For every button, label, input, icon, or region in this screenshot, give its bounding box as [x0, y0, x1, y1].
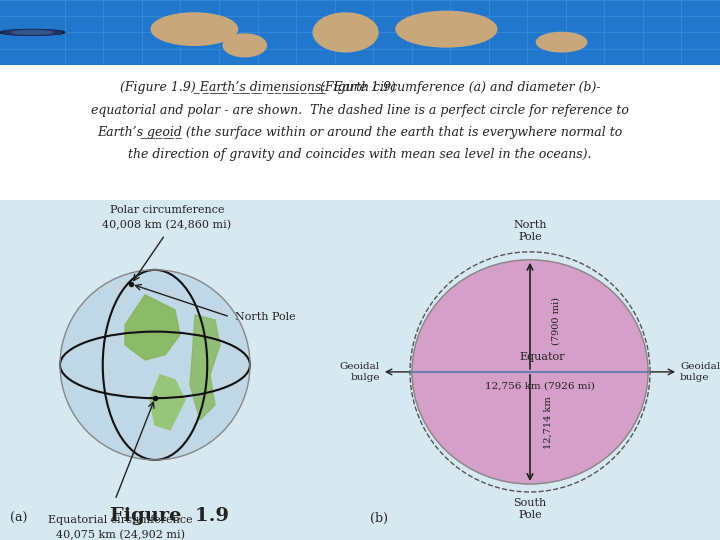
Circle shape	[60, 270, 250, 460]
Text: 12,714 km: 12,714 km	[544, 396, 553, 449]
Circle shape	[12, 31, 53, 34]
Polygon shape	[125, 295, 180, 360]
Text: (Figure 1.9) ̲E̲a̲r̲t̲h’̲s̲ ̲d̲i̲m̲e̲n̲s̲i̲o̲n̲s̲:̲  Earth circumference (a) and: (Figure 1.9) ̲E̲a̲r̲t̲h’̲s̲ ̲d̲i̲m̲e̲n̲s…	[120, 82, 600, 94]
Ellipse shape	[412, 260, 648, 484]
Text: (7900 mi): (7900 mi)	[552, 297, 561, 345]
Text: Polar circumference: Polar circumference	[109, 205, 224, 215]
Ellipse shape	[151, 13, 238, 45]
Text: (Figure 1.9): (Figure 1.9)	[320, 82, 400, 94]
Ellipse shape	[223, 34, 266, 57]
Text: (a): (a)	[10, 512, 27, 525]
Text: Figure  1.9: Figure 1.9	[110, 507, 230, 525]
Circle shape	[4, 30, 61, 35]
Text: North
Pole: North Pole	[513, 220, 546, 242]
Text: Earth’s ̲g̲e̲o̲i̲d̲ (the surface within or around the earth that is everywhere n: Earth’s ̲g̲e̲o̲i̲d̲ (the surface within …	[97, 126, 623, 139]
Polygon shape	[190, 315, 220, 420]
Text: the direction of gravity and coincides with mean sea level in the oceans).: the direction of gravity and coincides w…	[128, 147, 592, 161]
Text: 40,075 km (24,902 mi): 40,075 km (24,902 mi)	[55, 530, 184, 540]
Text: Equator: Equator	[519, 352, 564, 362]
Ellipse shape	[536, 32, 587, 52]
Text: Geoidal
bulge: Geoidal bulge	[340, 362, 380, 382]
Bar	[0, 200, 360, 540]
Bar	[360, 200, 720, 540]
Circle shape	[0, 30, 65, 35]
Text: 12,756 km (7926 mi): 12,756 km (7926 mi)	[485, 382, 595, 391]
Ellipse shape	[313, 13, 378, 52]
Text: equatorial and polar - are shown.  The dashed line is a perfect circle for refer: equatorial and polar - are shown. The da…	[91, 104, 629, 117]
Text: Equatorial circumference: Equatorial circumference	[48, 515, 192, 525]
Circle shape	[60, 270, 250, 460]
Text: 40,008 km (24,860 mi): 40,008 km (24,860 mi)	[102, 219, 232, 230]
Polygon shape	[150, 375, 185, 430]
Text: (b): (b)	[370, 512, 388, 525]
Ellipse shape	[396, 11, 497, 47]
Text: South
Pole: South Pole	[513, 498, 546, 519]
Text: Geoidal
bulge: Geoidal bulge	[680, 362, 720, 382]
Text: North Pole: North Pole	[235, 312, 296, 322]
